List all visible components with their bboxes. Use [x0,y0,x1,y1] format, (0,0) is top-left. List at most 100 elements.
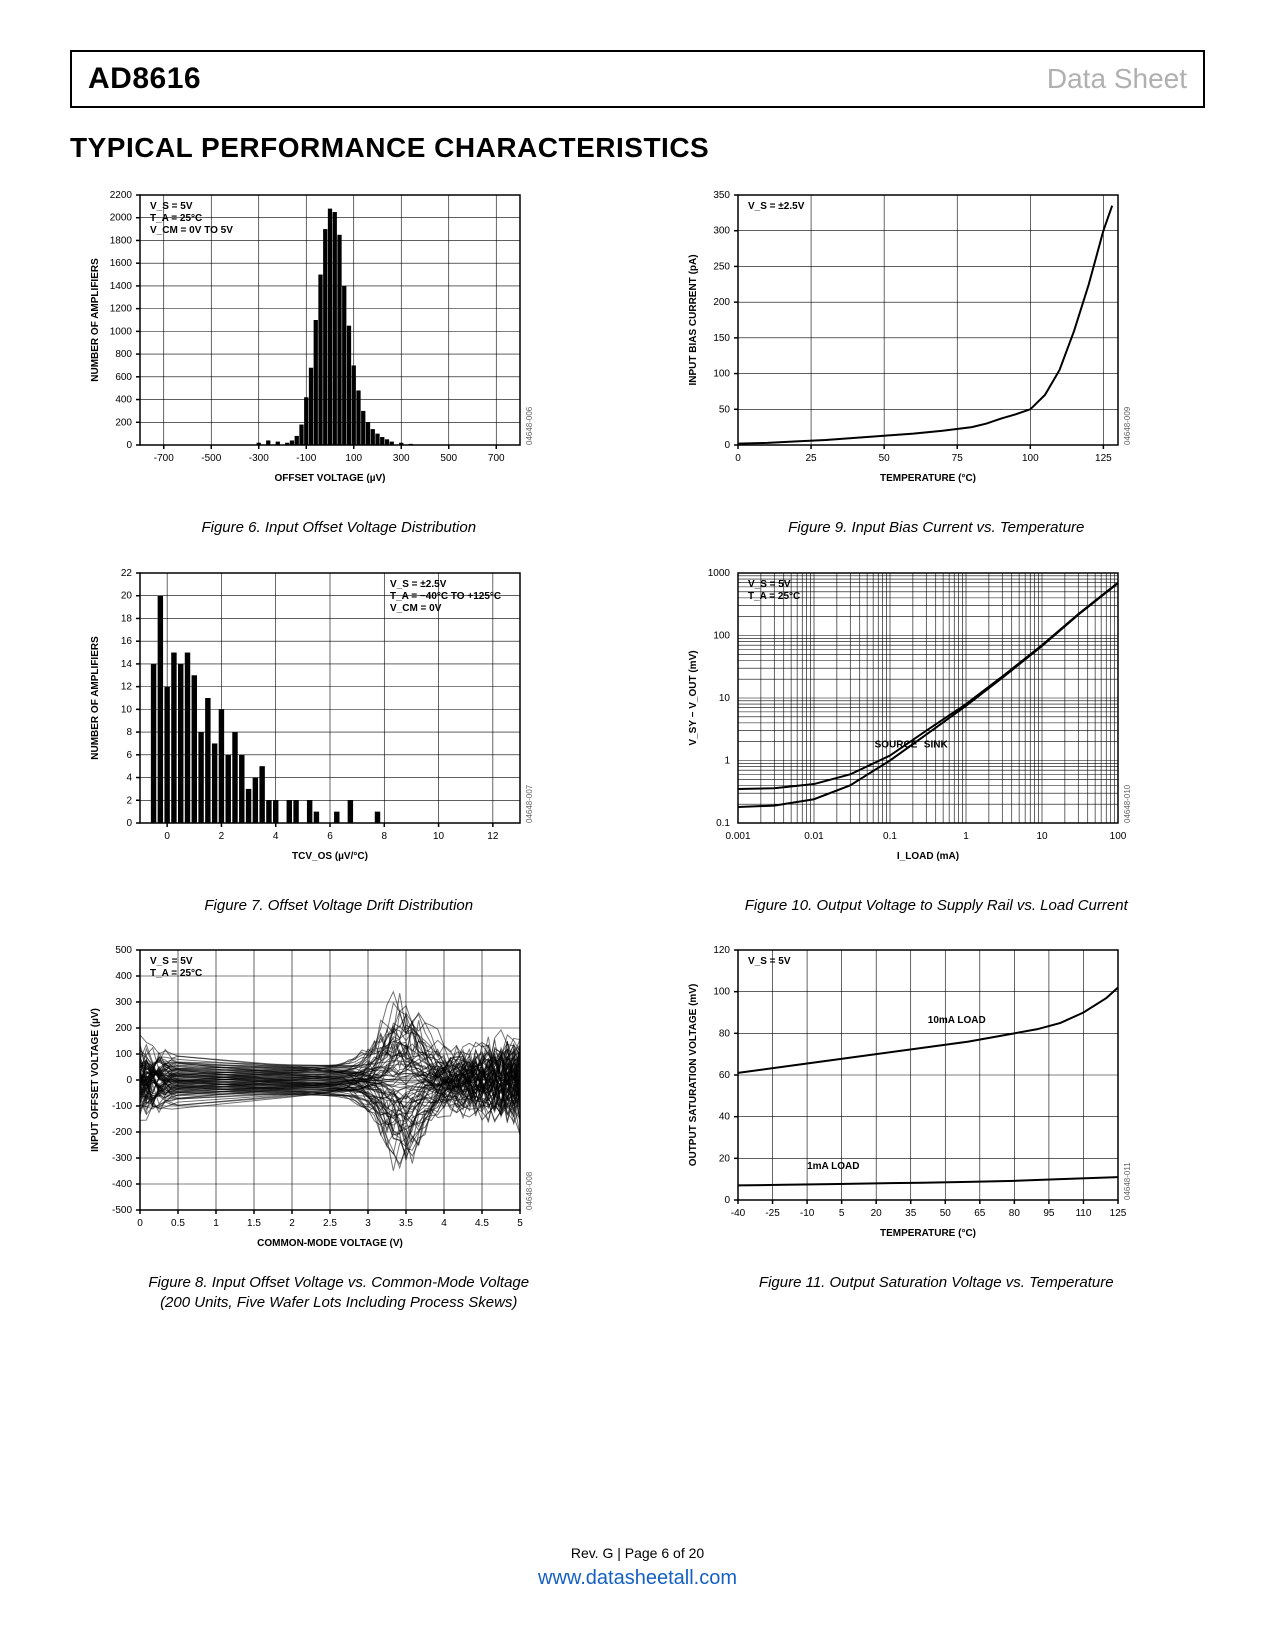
svg-text:1800: 1800 [110,235,133,246]
svg-text:200: 200 [713,297,730,308]
svg-text:100: 100 [713,369,730,380]
datasheet-label: Data Sheet [1047,63,1187,95]
svg-text:NUMBER OF AMPLIFIERS: NUMBER OF AMPLIFIERS [90,258,101,382]
svg-text:1000: 1000 [707,568,730,579]
svg-text:500: 500 [115,945,132,956]
url-link: www.datasheetall.com [0,1567,1275,1590]
svg-text:400: 400 [115,395,132,406]
fig9-cell: 0255075100125050100150200250300350TEMPER… [668,180,1206,538]
svg-text:200: 200 [115,1023,132,1034]
svg-text:-200: -200 [112,1127,132,1138]
svg-text:16: 16 [121,636,133,647]
svg-text:OFFSET VOLTAGE (µV): OFFSET VOLTAGE (µV) [275,473,386,484]
svg-text:T_A = 25°C: T_A = 25°C [748,591,800,602]
svg-text:700: 700 [488,453,505,464]
svg-text:0.01: 0.01 [804,831,824,842]
svg-text:OUTPUT SATURATION VOLTAGE (mV): OUTPUT SATURATION VOLTAGE (mV) [688,984,699,1167]
svg-text:25: 25 [805,453,817,464]
header-bar: AD8616 Data Sheet [70,50,1205,108]
svg-text:6: 6 [327,831,333,842]
svg-text:50: 50 [939,1208,951,1219]
svg-text:800: 800 [115,349,132,360]
svg-text:TEMPERATURE (°C): TEMPERATURE (°C) [879,1228,975,1239]
section-title: TYPICAL PERFORMANCE CHARACTERISTICS [70,132,1205,164]
svg-text:10: 10 [121,704,133,715]
svg-text:-500: -500 [112,1205,132,1216]
fig10-caption: Figure 10. Output Voltage to Supply Rail… [668,896,1206,916]
svg-text:12: 12 [487,831,499,842]
svg-text:5: 5 [517,1218,523,1229]
svg-text:T_A = 25°C: T_A = 25°C [150,968,202,979]
svg-text:V_S = 5V: V_S = 5V [748,956,791,967]
fig6-caption: Figure 6. Input Offset Voltage Distribut… [70,518,608,538]
svg-text:SOURCE: SOURCE [874,739,917,750]
svg-text:18: 18 [121,613,133,624]
fig8-cell: 00.511.522.533.544.55-500-400-300-200-10… [70,935,608,1312]
svg-text:0: 0 [126,440,132,451]
svg-text:14: 14 [121,658,133,669]
svg-text:2: 2 [289,1218,295,1229]
svg-text:0: 0 [164,831,170,842]
svg-text:300: 300 [713,226,730,237]
svg-text:35: 35 [905,1208,917,1219]
svg-text:100: 100 [713,987,730,998]
svg-text:1400: 1400 [110,281,133,292]
svg-text:200: 200 [115,417,132,428]
svg-text:0: 0 [126,818,132,829]
fig11-cell: -40-25-105203550658095110125020406080100… [668,935,1206,1312]
svg-text:80: 80 [1008,1208,1020,1219]
svg-text:300: 300 [115,997,132,1008]
svg-text:125: 125 [1109,1208,1126,1219]
svg-text:SINK: SINK [923,739,948,750]
svg-text:1.5: 1.5 [247,1218,261,1229]
svg-text:10: 10 [718,693,730,704]
svg-text:50: 50 [878,453,890,464]
svg-text:300: 300 [393,453,410,464]
svg-text:2000: 2000 [110,213,133,224]
fig8-caption: Figure 8. Input Offset Voltage vs. Commo… [70,1273,608,1312]
svg-text:04648-011: 04648-011 [1123,1162,1132,1200]
svg-text:-300: -300 [249,453,269,464]
svg-text:1: 1 [963,831,969,842]
svg-text:65: 65 [974,1208,986,1219]
svg-text:75: 75 [951,453,963,464]
svg-text:0: 0 [735,453,741,464]
svg-text:COMMON-MODE VOLTAGE (V): COMMON-MODE VOLTAGE (V) [257,1238,403,1249]
svg-text:4.5: 4.5 [475,1218,489,1229]
svg-text:95: 95 [1043,1208,1055,1219]
part-number: AD8616 [88,62,201,96]
fig8-chart: 00.511.522.533.544.55-500-400-300-200-10… [70,935,608,1265]
svg-text:4: 4 [441,1218,447,1229]
svg-text:04648-009: 04648-009 [1123,406,1132,445]
svg-text:T_A = −40°C TO +125°C: T_A = −40°C TO +125°C [390,591,501,602]
svg-text:INPUT OFFSET VOLTAGE (µV): INPUT OFFSET VOLTAGE (µV) [90,1008,101,1152]
svg-text:0.5: 0.5 [171,1218,185,1229]
svg-text:5: 5 [838,1208,844,1219]
svg-text:1200: 1200 [110,304,133,315]
svg-text:0: 0 [137,1218,143,1229]
svg-text:150: 150 [713,333,730,344]
svg-text:TCV_OS (µV/°C): TCV_OS (µV/°C) [292,851,368,862]
svg-text:-400: -400 [112,1179,132,1190]
svg-text:10mA LOAD: 10mA LOAD [927,1015,985,1026]
svg-text:500: 500 [440,453,457,464]
svg-text:2200: 2200 [110,190,133,201]
svg-text:V_SY − V_OUT (mV): V_SY − V_OUT (mV) [688,650,699,745]
svg-text:8: 8 [382,831,388,842]
svg-text:120: 120 [713,945,730,956]
fig11-caption: Figure 11. Output Saturation Voltage vs.… [668,1273,1206,1293]
svg-text:04648-007: 04648-007 [525,784,534,823]
svg-text:100: 100 [115,1049,132,1060]
svg-text:V_S = 5V: V_S = 5V [150,201,193,212]
svg-text:-700: -700 [154,453,174,464]
svg-text:-500: -500 [201,453,221,464]
svg-text:2: 2 [126,795,132,806]
svg-text:100: 100 [1109,831,1126,842]
svg-text:4: 4 [126,772,132,783]
svg-text:1: 1 [213,1218,219,1229]
svg-text:0.001: 0.001 [725,831,750,842]
fig7-caption: Figure 7. Offset Voltage Drift Distribut… [70,896,608,916]
svg-text:0: 0 [724,440,730,451]
svg-text:50: 50 [718,404,730,415]
svg-text:-10: -10 [799,1208,814,1219]
